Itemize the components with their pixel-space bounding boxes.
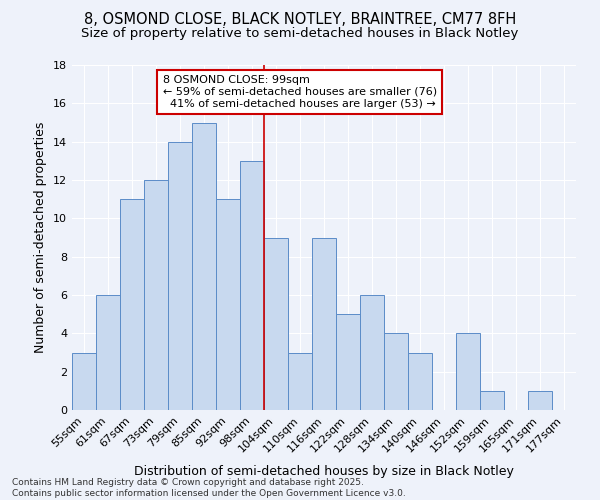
Text: Contains HM Land Registry data © Crown copyright and database right 2025.
Contai: Contains HM Land Registry data © Crown c…: [12, 478, 406, 498]
Bar: [240, 161, 264, 410]
Text: 8 OSMOND CLOSE: 99sqm
← 59% of semi-detached houses are smaller (76)
  41% of se: 8 OSMOND CLOSE: 99sqm ← 59% of semi-deta…: [163, 76, 437, 108]
Bar: [456, 334, 480, 410]
Text: 8, OSMOND CLOSE, BLACK NOTLEY, BRAINTREE, CM77 8FH: 8, OSMOND CLOSE, BLACK NOTLEY, BRAINTREE…: [84, 12, 516, 28]
Bar: [528, 391, 552, 410]
Bar: [408, 352, 432, 410]
Bar: [312, 238, 336, 410]
X-axis label: Distribution of semi-detached houses by size in Black Notley: Distribution of semi-detached houses by …: [134, 465, 514, 478]
Bar: [72, 352, 96, 410]
Y-axis label: Number of semi-detached properties: Number of semi-detached properties: [34, 122, 47, 353]
Bar: [264, 238, 288, 410]
Bar: [336, 314, 360, 410]
Bar: [120, 199, 144, 410]
Bar: [192, 122, 216, 410]
Bar: [168, 142, 192, 410]
Bar: [480, 391, 504, 410]
Bar: [144, 180, 168, 410]
Text: Size of property relative to semi-detached houses in Black Notley: Size of property relative to semi-detach…: [82, 28, 518, 40]
Bar: [216, 199, 240, 410]
Bar: [384, 334, 408, 410]
Bar: [288, 352, 312, 410]
Bar: [96, 295, 120, 410]
Bar: [360, 295, 384, 410]
